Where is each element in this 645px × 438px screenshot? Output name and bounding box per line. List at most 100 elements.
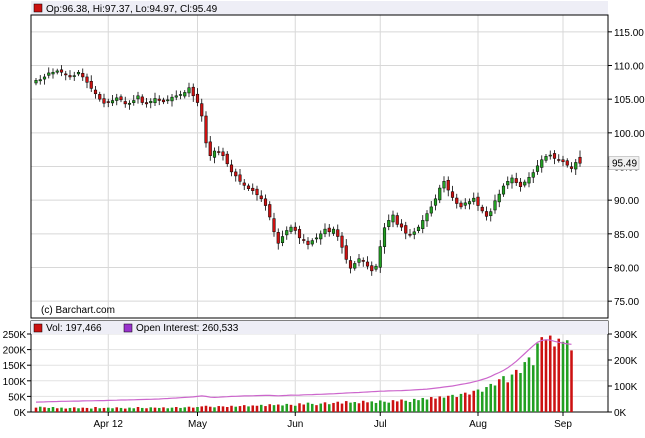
price-candle (361, 257, 365, 267)
candle-body (234, 171, 238, 177)
price-tick-label: 110.00 (614, 62, 644, 73)
price-candle (106, 98, 110, 108)
volume-bar (434, 398, 437, 412)
volume-bar (366, 402, 369, 412)
candle-body (476, 196, 480, 206)
price-candle (348, 256, 353, 274)
price-candle (285, 226, 289, 240)
volume-bar (47, 407, 51, 412)
volume-bar (332, 402, 335, 412)
candle-body (246, 185, 251, 189)
candle-body (446, 179, 450, 191)
candle-body (127, 102, 132, 105)
candle-body (531, 172, 535, 178)
price-candle (47, 67, 51, 79)
candle-body (395, 215, 399, 225)
candle-body (153, 98, 157, 104)
price-candle (331, 226, 336, 236)
price-candle (234, 168, 238, 182)
price-tick-label: 105.00 (614, 95, 645, 106)
volume-bar (353, 402, 357, 412)
volume-bar (157, 407, 161, 412)
candle-body (51, 71, 55, 75)
volume-tick-label: 250K (3, 330, 27, 341)
candle-body (268, 204, 272, 218)
volume-bar (60, 407, 63, 412)
volume-bar (323, 402, 327, 412)
candle-body (34, 80, 38, 84)
price-candle (306, 237, 310, 250)
volume-bar (412, 398, 416, 412)
volume-bar (200, 406, 204, 412)
price-candle (412, 227, 416, 240)
price-candle (200, 98, 204, 122)
ohlc-legend-swatch (33, 3, 43, 13)
volume-bar (315, 405, 318, 412)
volume-bar (536, 343, 539, 412)
candle-body (391, 214, 395, 223)
volume-bar (234, 406, 238, 412)
candle-body (68, 75, 72, 78)
volume-bar (310, 403, 314, 412)
x-tick-label: Jun (287, 419, 303, 430)
price-candle (34, 78, 38, 86)
price-candle (574, 158, 578, 175)
volume-bar (302, 404, 306, 412)
candle-body (85, 76, 89, 83)
price-candle (221, 147, 225, 161)
volume-bar (400, 399, 403, 412)
candle-body (191, 86, 195, 97)
price-candle (212, 147, 217, 164)
volume-y-axis-left: 0K 50K 100K 150K 200K 250K (3, 330, 31, 419)
volume-bar (527, 357, 531, 412)
price-candle (501, 183, 506, 197)
price-candle (425, 210, 429, 227)
volume-bar (497, 379, 501, 412)
volume-bar (89, 408, 93, 412)
volume-tick-label: 0K (14, 408, 27, 419)
candle-body (225, 153, 229, 165)
price-candle (102, 93, 106, 108)
candle-body (463, 202, 467, 206)
candle-body (336, 229, 340, 237)
volume-bar (170, 407, 174, 412)
price-candle (506, 176, 510, 189)
candle-body (484, 211, 489, 217)
price-tick-label: 80.00 (614, 264, 639, 275)
candle-body (55, 70, 59, 73)
volume-bar (442, 397, 446, 412)
candle-body (527, 177, 531, 184)
candle-body (408, 233, 412, 236)
candle-body (412, 231, 416, 235)
volume-bar (242, 405, 246, 412)
candle-body (459, 202, 463, 208)
candle-body (178, 94, 183, 96)
volume-bar (285, 403, 289, 412)
candle-body (64, 73, 68, 76)
candle-body (518, 181, 523, 187)
volume-bar (480, 391, 484, 412)
candle-body (404, 225, 408, 234)
candle-body (540, 159, 544, 168)
price-candle (370, 261, 374, 276)
volume-bar (43, 407, 46, 412)
price-candle (433, 194, 438, 211)
candle-body (387, 220, 391, 227)
price-candle (446, 176, 450, 197)
volume-tick-label: 100K (3, 377, 27, 388)
volume-bar (344, 401, 348, 412)
candle-body (166, 99, 170, 102)
candle-body (98, 94, 102, 100)
volume-bar (327, 404, 331, 412)
price-candle (293, 222, 297, 235)
candle-body (514, 178, 518, 183)
price-candle (382, 223, 387, 254)
price-candle (187, 82, 191, 98)
price-candle (535, 160, 540, 175)
volume-bar (191, 407, 195, 412)
candle-body (272, 218, 276, 233)
volume-bar (493, 385, 497, 412)
candle-body (195, 93, 200, 103)
ohlc-readout: Op:96.38, Hi:97.37, Lo:94.97, Cl:95.49 (46, 4, 218, 15)
price-candle (157, 95, 161, 106)
